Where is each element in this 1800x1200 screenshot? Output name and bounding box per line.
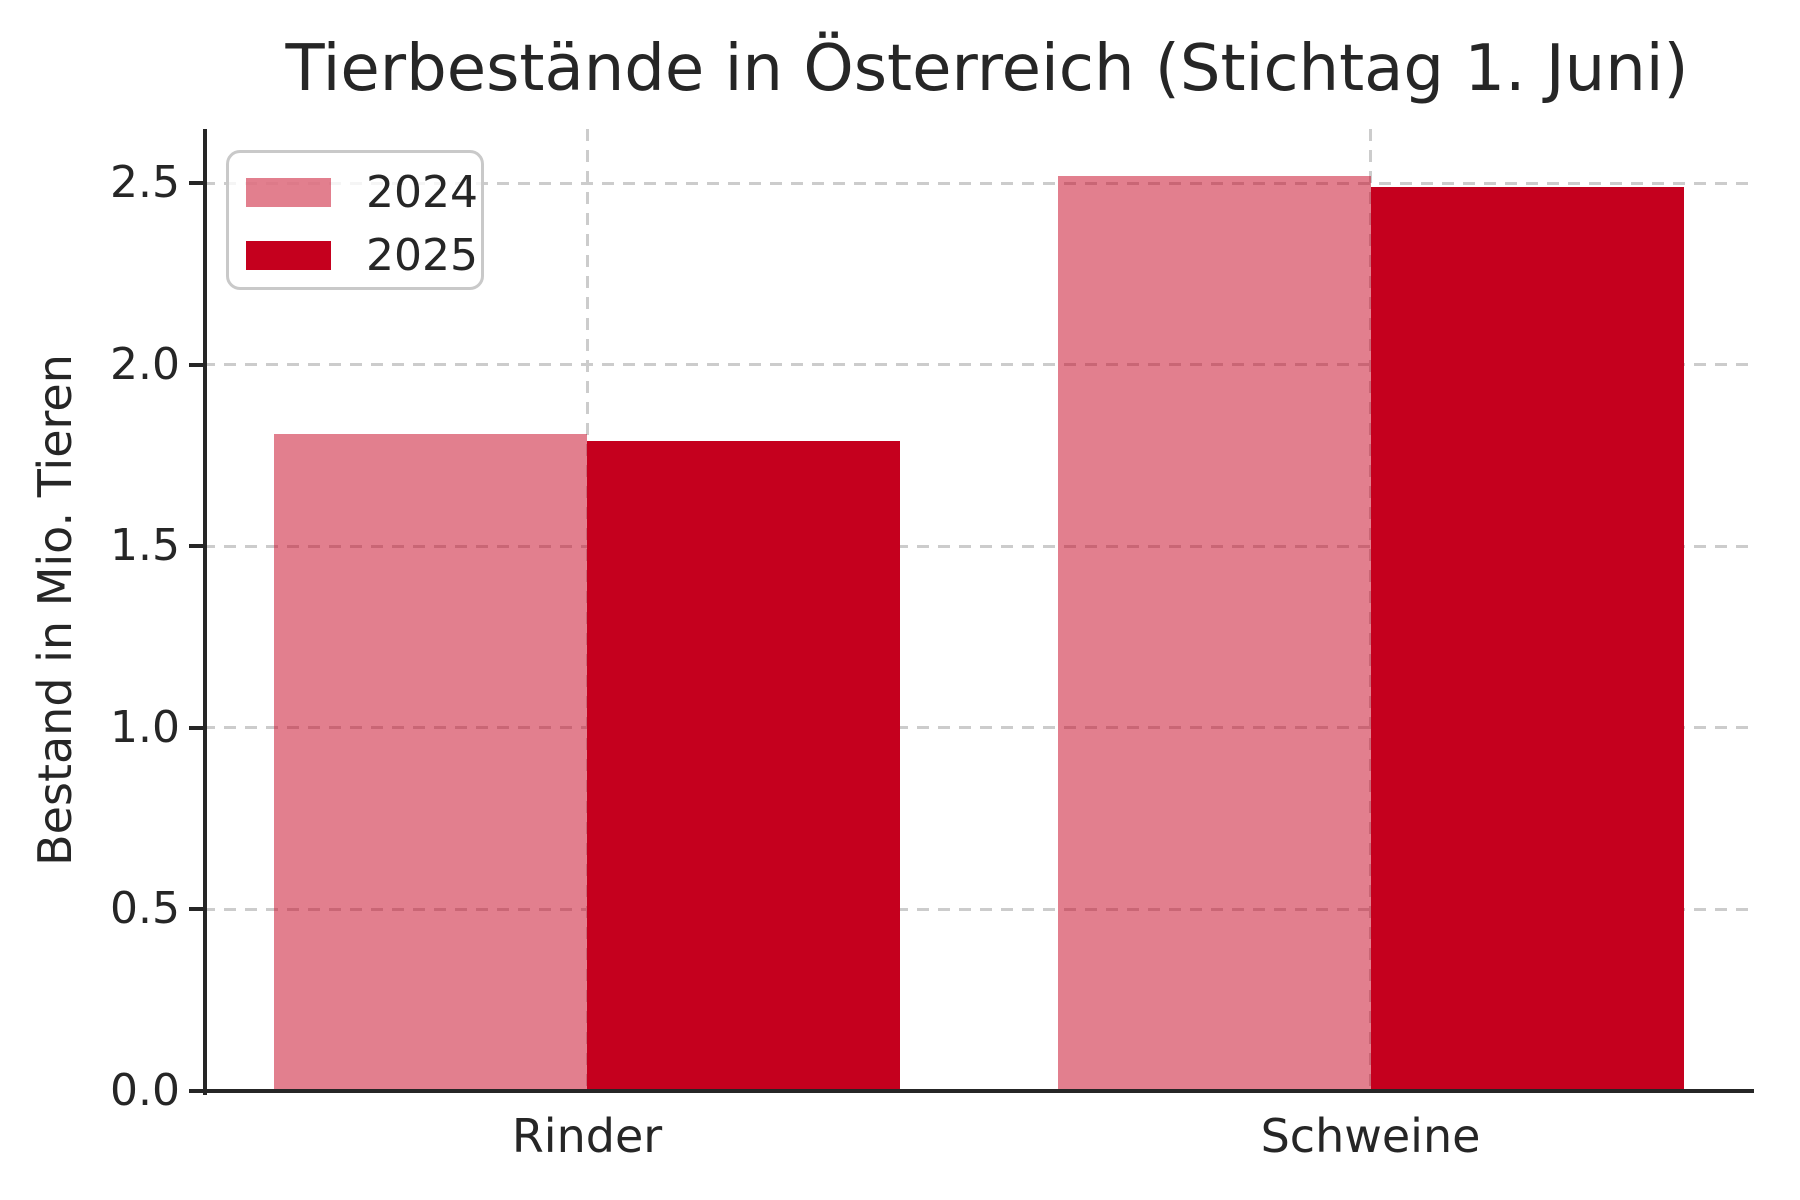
y-tick-label-1.0: 1.0	[110, 701, 180, 753]
x-tick-label-schweine: Schweine	[1260, 1109, 1481, 1163]
y-tick-label-2.5: 2.5	[110, 157, 180, 209]
h-gridline-1	[203, 726, 1754, 730]
x-axis-spine	[203, 1089, 1754, 1093]
y-tick-mark-1.0	[189, 725, 204, 730]
bar-schweine-2025	[1370, 187, 1684, 1091]
h-gridline-2	[203, 363, 1754, 367]
y-tick-label-1.5: 1.5	[110, 520, 180, 572]
legend: 2024 2025	[226, 150, 484, 290]
y-tick-mark-2.0	[189, 362, 204, 367]
h-gridline-0.5	[203, 907, 1754, 911]
y-tick-label-0.5: 0.5	[110, 883, 180, 935]
legend-label-2024: 2024	[366, 167, 478, 218]
bar-rinder-2025	[587, 441, 900, 1091]
legend-row-2024: 2024	[246, 161, 481, 224]
y-tick-label-2.0: 2.0	[110, 338, 180, 390]
legend-swatch-2024	[246, 178, 331, 207]
legend-label-2025: 2025	[366, 230, 478, 281]
chart-title: Tierbestände in Österreich (Stichtag 1. …	[285, 32, 1689, 106]
h-gridline-2.5	[203, 181, 1754, 185]
bar-schweine-2024	[1057, 176, 1371, 1091]
y-tick-mark-0.5	[189, 907, 204, 912]
y-axis-spine	[203, 129, 207, 1095]
x-tick-label-rinder: Rinder	[511, 1109, 663, 1163]
bar-rinder-2024	[274, 433, 587, 1091]
legend-swatch-2025	[246, 241, 331, 270]
plot-area	[203, 129, 1754, 1091]
y-axis-label: Bestand in Mio. Tieren	[28, 354, 82, 866]
h-gridline-1.5	[203, 544, 1754, 548]
y-tick-mark-0.0	[189, 1089, 204, 1093]
y-tick-mark-2.5	[189, 181, 204, 186]
y-tick-mark-1.5	[189, 544, 204, 549]
legend-row-2025: 2025	[246, 224, 481, 287]
y-tick-label-0.0: 0.0	[110, 1065, 180, 1116]
